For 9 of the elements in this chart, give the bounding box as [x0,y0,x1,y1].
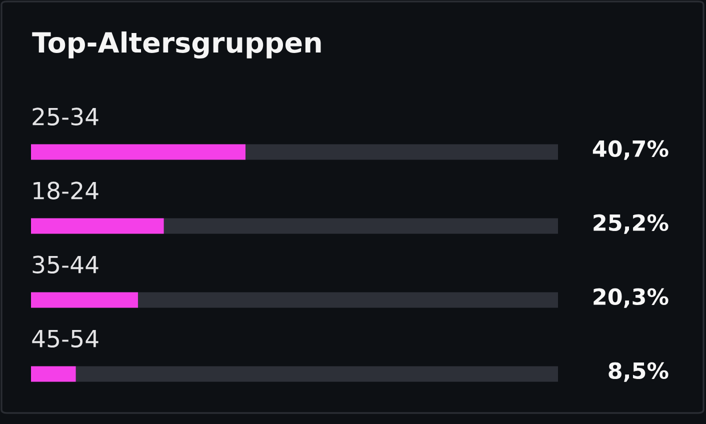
y-tick-label: 18-24 [34,182,98,200]
data-label: 8,5% [608,362,668,382]
data-label: 20,3% [594,288,668,308]
y-tick-label: 45-54 [32,330,98,348]
data-label: 25,2% [594,214,668,234]
chart-title: Top-Altersgruppen [32,31,321,59]
y-tick-label: 35-44 [32,256,98,274]
y-tick-label: 25-34 [32,108,98,126]
data-label: 40,7% [592,140,668,160]
